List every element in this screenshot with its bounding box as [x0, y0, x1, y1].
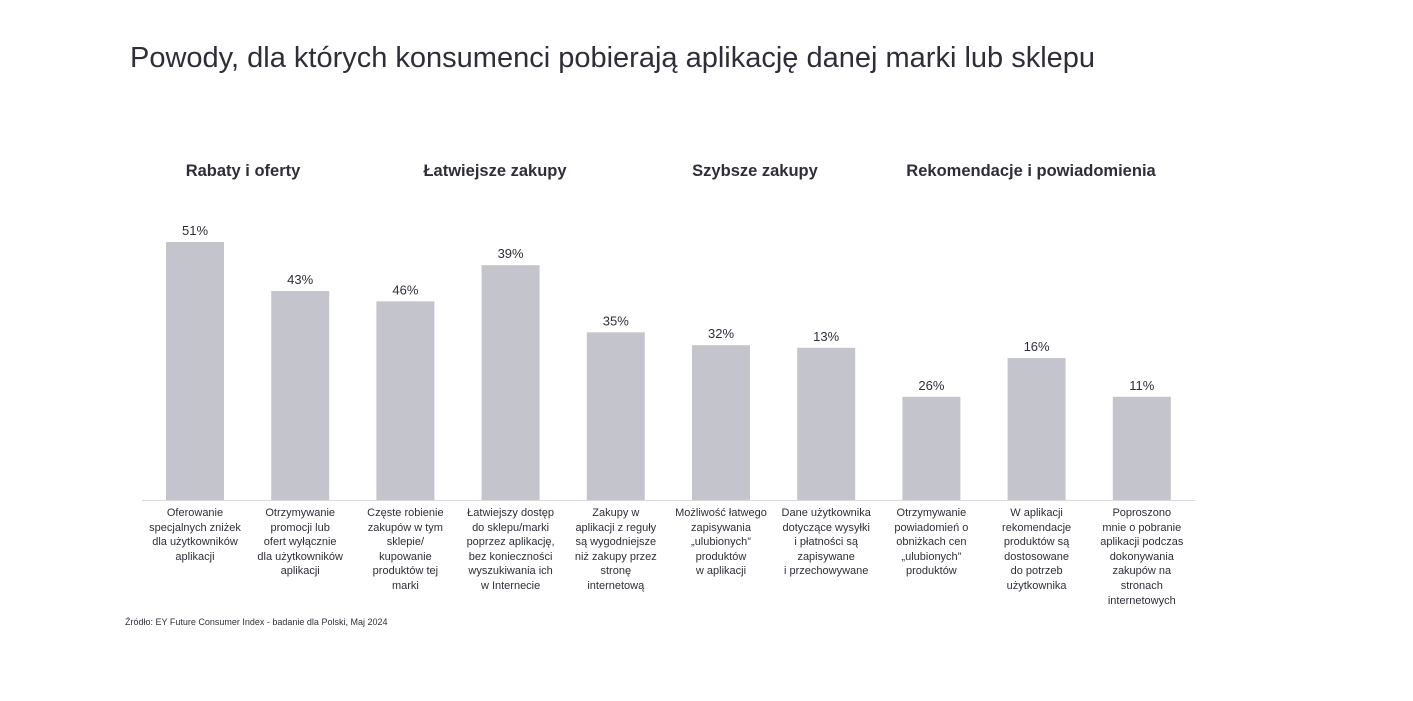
bar-3 [376, 301, 435, 500]
category-label-6: Możliwość łatwego zapisywania „ulubionyc… [675, 507, 767, 578]
bar-4 [481, 265, 540, 500]
group-title-szybsze: Szybsze zakupy [692, 162, 818, 180]
category-label-2: Otrzymywanie promocji lub ofert wyłączni… [257, 507, 343, 578]
category-label-1: Oferowanie specjalnych zniżek dla użytko… [149, 507, 241, 563]
bar-1 [166, 242, 224, 500]
data-label-7: 13% [813, 329, 839, 344]
data-label-5: 35% [603, 313, 629, 328]
chart-title: Powody, dla których konsumenci pobierają… [130, 42, 1096, 74]
bar-9 [1007, 358, 1066, 500]
category-label-3: Częste robienie zakupów w tym sklepie/ k… [367, 507, 444, 592]
data-label-9: 16% [1024, 339, 1050, 354]
category-label-8: Otrzymywanie powiadomień o obniżkach cen… [894, 507, 969, 578]
bar-8 [902, 396, 961, 500]
category-label-10: Poproszono mnie o pobranie aplikacji pod… [1100, 507, 1184, 607]
category-label-5: Zakupy w aplikacji z reguły są wygodniej… [574, 507, 657, 592]
bar-7 [797, 347, 856, 500]
data-label-8: 26% [918, 378, 944, 393]
group-title-rabaty: Rabaty i oferty [185, 162, 301, 180]
category-label-4: Łatwiejszy dostęp do sklepu/marki poprze… [466, 507, 555, 592]
group-title-latwiejsze: Łatwiejsze zakupy [423, 162, 567, 180]
group-title-rekomendacje: Rekomendacje i powiadomienia [906, 162, 1156, 180]
data-label-10: 11% [1129, 378, 1154, 393]
data-label-4: 39% [498, 246, 524, 261]
data-label-6: 32% [708, 326, 734, 341]
bar-5 [586, 332, 645, 500]
data-label-2: 43% [287, 272, 313, 287]
data-label-1: 51% [182, 223, 208, 238]
category-label-9: W aplikacji rekomendacje produktów są do… [1002, 507, 1072, 592]
data-label-3: 46% [392, 282, 418, 297]
source-note: Źródło: EY Future Consumer Index - badan… [125, 617, 388, 627]
category-label-7: Dane użytkownika dotyczące wysyłki i pła… [781, 507, 871, 578]
bar-2 [271, 291, 330, 500]
bar-10 [1112, 396, 1171, 500]
bar-6 [692, 345, 750, 500]
